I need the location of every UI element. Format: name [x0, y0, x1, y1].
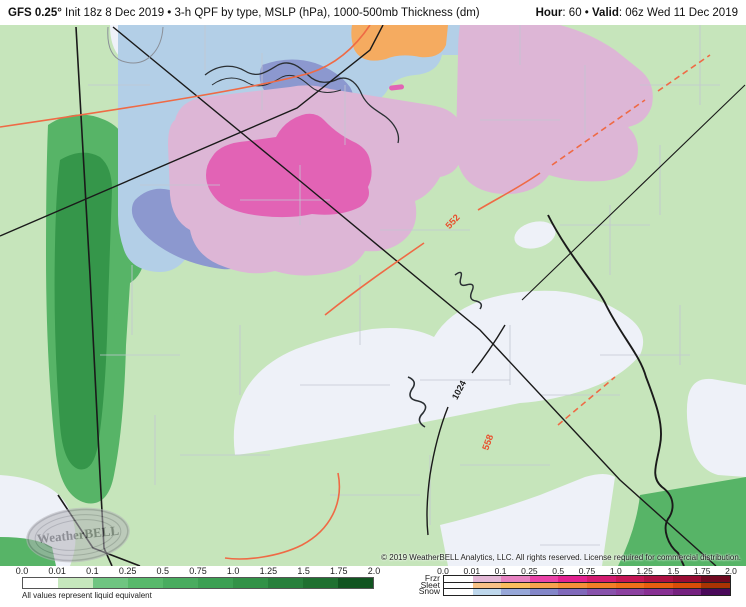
tick-label: 2.0 — [367, 566, 381, 576]
frzr-label: Frzr — [424, 573, 440, 583]
county-borders — [88, 25, 720, 546]
colorbar-segment — [529, 576, 559, 582]
legend-note: All values represent liquid equivalent — [22, 591, 152, 600]
ptype-legend-ticks: 0.0 0.01 0.1 0.25 0.5 0.75 1.0 1.25 1.5 1.75 2.0 — [437, 566, 737, 576]
tick-label: 0.5 — [552, 566, 565, 576]
tick-label: 0.5 — [156, 566, 170, 576]
colorbar-segment — [472, 576, 502, 582]
colorbar-segment — [233, 578, 268, 588]
tick-label: 1.75 — [330, 566, 348, 576]
map-title-parameters: Init 18z 8 Dec 2019 • 3-h QPF by type, M… — [61, 6, 480, 19]
tick-label: 1.5 — [297, 566, 310, 576]
tick-label: 0.0 — [15, 566, 29, 576]
colorbar-segment — [644, 582, 673, 589]
tick-label: 1.0 — [226, 566, 240, 576]
colorbar-segment — [644, 589, 673, 595]
colorbar-segment — [615, 576, 645, 582]
colorbar-segment — [586, 589, 616, 595]
colorbar-segment — [586, 582, 616, 589]
weatherbell-watermark: WeatherBELL — [26, 507, 130, 563]
snow-colorbar — [443, 588, 731, 596]
colorbar-segment — [672, 576, 702, 582]
colorbar-segment — [198, 578, 233, 588]
colorbar-segment — [672, 589, 702, 595]
colorbar-segment — [672, 582, 702, 589]
contour-label-558: 558 — [481, 433, 497, 452]
sleet-label: Sleet — [420, 579, 440, 590]
colorbar-segment — [58, 578, 93, 588]
colorbar-segment — [472, 589, 502, 595]
colorbar-segment — [444, 589, 473, 595]
colorbar-segment — [529, 589, 559, 595]
thickness-contours: 552 558 — [0, 25, 711, 560]
colorbar-segment — [701, 582, 730, 589]
copyright-notice: © 2019 WeatherBELL Analytics, LLC. All r… — [381, 553, 741, 562]
colorbar-segment — [529, 582, 559, 589]
snow-label: Snow — [418, 586, 440, 597]
tick-label: 1.25 — [259, 566, 278, 576]
model-name: GFS 0.25° — [8, 6, 62, 19]
colorbar-segment — [472, 582, 502, 589]
valid-label: Valid — [592, 6, 619, 19]
colorbar-segment — [615, 582, 645, 589]
colorbar-segment — [558, 582, 587, 589]
tick-label: 0.1 — [86, 566, 99, 576]
colorbar-segment — [586, 576, 616, 582]
colorbar-segment — [701, 576, 730, 582]
tick-label: 0.75 — [189, 566, 207, 576]
legend-area: 0.0 0.01 0.1 0.25 0.5 0.75 1.0 1.25 1.5 1.75 2.0 A… — [0, 566, 746, 607]
qpf-legend: 0.0 0.01 0.1 0.25 0.5 0.75 1.0 1.25 1.5 1.75 2.0 A… — [16, 566, 381, 600]
colorbar-segment — [501, 582, 530, 589]
tick-label: 2.0 — [725, 566, 737, 576]
colorbar-segment — [701, 589, 730, 595]
tick-label: 0.01 — [463, 566, 481, 576]
colorbar-segment — [303, 578, 338, 588]
colorbar-segment — [615, 589, 645, 595]
qpf-dark-green-areas — [54, 152, 112, 470]
colorbar-segment — [501, 576, 530, 582]
colorbar-segment — [268, 578, 303, 588]
colorbar-segment — [558, 576, 587, 582]
colorbar-segment — [128, 578, 163, 588]
tick-label: 1.75 — [693, 566, 711, 576]
tick-label: 0.01 — [48, 566, 66, 576]
tick-label: 0.0 — [437, 566, 449, 576]
tick-label: 0.25 — [521, 566, 538, 576]
map-canvas: 1024 552 558 WeatherBELL — [0, 25, 746, 566]
snow-scale-row: Snow — [397, 586, 737, 597]
colorbar-segment — [558, 589, 587, 595]
map-title: GFS 0.25° Init 18z 8 Dec 2019 • 3-h QPF … — [8, 7, 480, 19]
qpf-legend-ticks: 0.0 0.01 0.1 0.25 0.5 0.75 1.0 1.25 1.5 1.75 2.0 — [16, 566, 381, 576]
hour-value: : 60 • — [562, 6, 593, 19]
lake-outline — [107, 26, 164, 64]
valid-time: Hour: 60 • Valid: 06z Wed 11 Dec 2019 — [536, 7, 738, 19]
tick-label: 1.5 — [667, 566, 680, 576]
colorbar-segment — [444, 576, 473, 582]
tick-label: 0.25 — [118, 566, 137, 576]
colorbar-segment — [338, 578, 373, 588]
forecast-map: 1024 552 558 WeatherBELL — [0, 25, 746, 566]
tick-label: 1.0 — [609, 566, 622, 576]
colorbar-segment — [93, 578, 128, 588]
hour-label: Hour — [535, 6, 563, 19]
colorbar-segment — [444, 582, 473, 589]
colorbar-segment — [163, 578, 198, 588]
valid-value: : 06z Wed 11 Dec 2019 — [618, 6, 738, 19]
tick-label: 0.75 — [578, 566, 596, 576]
ptype-legend: 0.0 0.01 0.1 0.25 0.5 0.75 1.0 1.25 1.5 1.75 2.0 F… — [397, 566, 737, 596]
tick-label: 0.1 — [494, 566, 507, 576]
tick-label: 1.25 — [636, 566, 653, 576]
colorbar-segment — [501, 589, 530, 595]
sleet-areas — [351, 25, 448, 61]
colorbar-segment — [23, 578, 58, 588]
colorbar-segment — [644, 576, 673, 582]
qpf-colorbar — [22, 577, 374, 589]
header-bar: GFS 0.25° Init 18z 8 Dec 2019 • 3-h QPF … — [0, 0, 746, 25]
rivers — [204, 62, 483, 428]
